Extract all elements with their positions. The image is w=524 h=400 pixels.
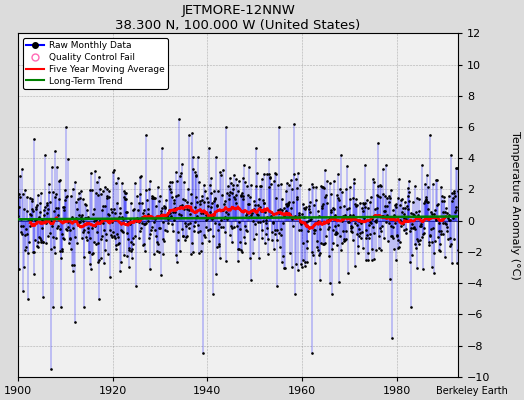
Title: JETMORE-12NNW
38.300 N, 100.000 W (United States): JETMORE-12NNW 38.300 N, 100.000 W (Unite… xyxy=(115,4,361,32)
Text: Berkeley Earth: Berkeley Earth xyxy=(436,386,508,396)
Legend: Raw Monthly Data, Quality Control Fail, Five Year Moving Average, Long-Term Tren: Raw Monthly Data, Quality Control Fail, … xyxy=(23,38,168,89)
Y-axis label: Temperature Anomaly (°C): Temperature Anomaly (°C) xyxy=(510,131,520,280)
